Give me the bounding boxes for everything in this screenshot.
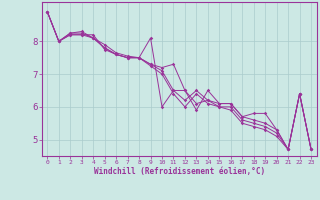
- X-axis label: Windchill (Refroidissement éolien,°C): Windchill (Refroidissement éolien,°C): [94, 167, 265, 176]
